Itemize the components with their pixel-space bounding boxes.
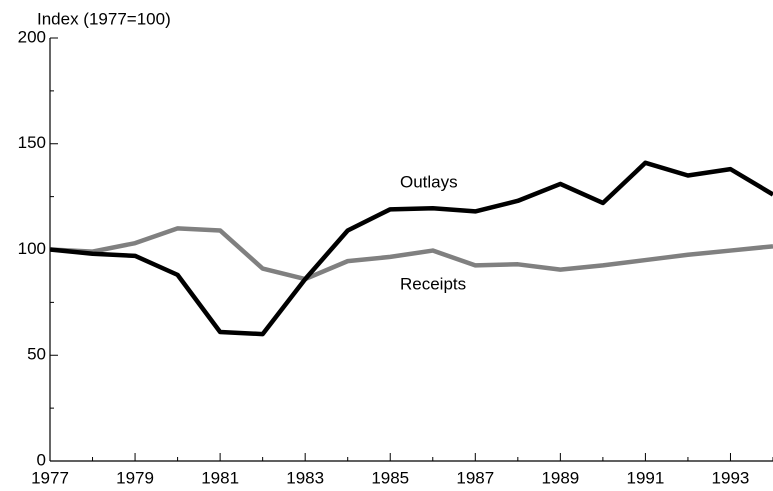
y-tick-label: 0 (37, 450, 46, 469)
x-tick-label: 1989 (541, 468, 579, 487)
series-label: Receipts (400, 274, 466, 293)
x-tick-label: 1993 (712, 468, 750, 487)
y-tick-label: 200 (18, 27, 46, 46)
x-tick-label: 1991 (626, 468, 664, 487)
y-tick-label: 100 (18, 239, 46, 258)
x-tick-label: 1981 (201, 468, 239, 487)
x-tick-label: 1985 (371, 468, 409, 487)
line-series (49, 160, 773, 337)
y-axis-label: Index (1977=100) (37, 9, 171, 28)
y-tick-label: 150 (18, 133, 46, 152)
x-tick-label: 1977 (31, 468, 69, 487)
series-label: Outlays (400, 172, 458, 191)
y-tick-label: 50 (27, 345, 46, 364)
line-series (49, 226, 773, 282)
x-tick-label: 1987 (456, 468, 494, 487)
x-tick-label: 1983 (286, 468, 324, 487)
x-tick-label: 1979 (116, 468, 154, 487)
